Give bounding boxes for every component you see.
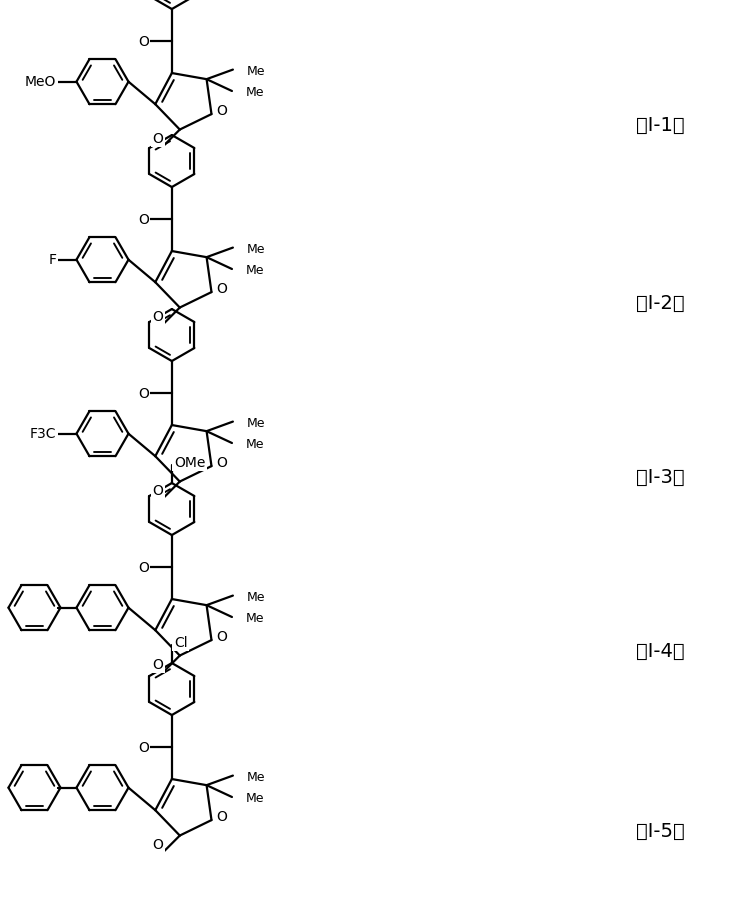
Text: （I-2）: （I-2） (636, 294, 684, 313)
Text: O: O (138, 741, 149, 755)
Text: OMe: OMe (174, 456, 205, 470)
Text: MeO: MeO (25, 75, 56, 89)
Text: Me: Me (247, 591, 266, 604)
Text: F: F (48, 252, 56, 267)
Text: O: O (153, 132, 164, 146)
Text: O: O (138, 561, 149, 575)
Text: Me: Me (246, 265, 264, 277)
Text: Me: Me (246, 793, 264, 806)
Text: O: O (138, 387, 149, 401)
Text: （I-5）: （I-5） (636, 822, 685, 841)
Text: O: O (138, 213, 149, 227)
Text: O: O (217, 810, 227, 824)
Text: （I-4）: （I-4） (636, 641, 684, 661)
Text: F3C: F3C (30, 427, 56, 441)
Text: Me: Me (247, 65, 266, 78)
Text: O: O (153, 658, 164, 672)
Text: Me: Me (246, 612, 264, 626)
Text: O: O (217, 456, 227, 470)
Text: O: O (153, 838, 164, 852)
Text: O: O (153, 310, 164, 324)
Text: （I-3）: （I-3） (636, 468, 684, 487)
Text: Me: Me (247, 417, 266, 430)
Text: O: O (138, 35, 149, 49)
Text: Me: Me (246, 86, 264, 100)
Text: O: O (217, 282, 227, 296)
Text: O: O (217, 104, 227, 118)
Text: O: O (153, 484, 164, 498)
Text: Cl: Cl (174, 636, 188, 650)
Text: Me: Me (247, 771, 266, 784)
Text: （I-1）: （I-1） (636, 116, 684, 135)
Text: Me: Me (246, 438, 264, 452)
Text: Me: Me (247, 243, 266, 256)
Text: O: O (217, 630, 227, 644)
